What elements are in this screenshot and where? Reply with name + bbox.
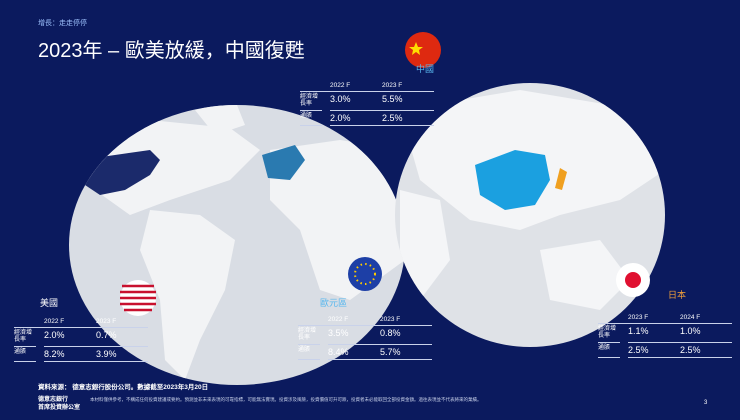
header-blank [298,314,328,326]
region-name: 中國 [416,64,435,74]
page-number: 3 [704,400,708,406]
source: 資料來源： 德意志銀行股份公司。數據截至2023年3月20日 [38,384,209,391]
row-label: 通脹 [300,111,322,126]
section-label: 增長：走走停停 [38,20,87,27]
header-blank [300,80,330,92]
cell-value: 0.7% [96,328,148,347]
cell-value: 3.5% [328,326,380,345]
column-header: 2023 F [628,312,680,324]
region-name: 日本 [668,290,687,300]
row-label: 經濟增長率 [598,324,620,343]
forecast-table: 2022 F 2023 F 經濟增長率 3.5% 0.8% 通脹 8.4% 5.7% [298,314,432,360]
header-blank [598,312,628,324]
cell-value: 5.5% [382,92,434,111]
forecast-table: 2022 F 2023 F 經濟增長率 3.0% 5.5% 通脹 2.0% 2.5% [300,80,434,126]
cell-value: 3.9% [96,347,148,362]
column-header: 2023 F [382,80,434,92]
forecast-table: 2023 F 2024 F 經濟增長率 1.1% 1.0% 通脹 2.5% 2.5% [598,312,732,358]
brand-line: 德意志銀行 [38,397,69,403]
cell-value: 2.5% [628,343,680,358]
cell-value: 3.0% [330,92,382,111]
cell-value: 2.0% [330,111,382,126]
brand-line: 首席投資辦公室 [38,405,81,411]
row-label: 經濟增長率 [14,328,36,347]
row-label: 經濟增長率 [298,326,320,345]
flag-eu [348,257,382,291]
column-header: 2023 F [96,316,148,328]
cell-value: 2.0% [44,328,96,347]
disclaimer: 本材料僅供參考，不構成任何投資建議或要約。預測並非未來表現的可靠指標，可能無法實… [90,397,482,402]
slide-title: 2023年 – 歐美放緩，中國復甦 [38,40,305,62]
row-label: 通脹 [298,345,320,360]
header-blank [14,316,44,328]
row-label: 通脹 [598,343,620,358]
cell-value: 2.5% [382,111,434,126]
column-header: 2022 F [328,314,380,326]
flag-china [405,32,441,68]
cell-value: 5.7% [380,345,432,360]
cell-value: 1.1% [628,324,680,343]
row-label: 通脹 [14,347,36,362]
flag-japan [616,263,650,297]
forecast-table: 2022 F 2023 F 經濟增長率 2.0% 0.7% 通脹 8.2% 3.9% [14,316,148,362]
column-header: 2022 F [44,316,96,328]
cell-value: 8.4% [328,345,380,360]
region-name: 歐元區 [320,298,348,308]
cell-value: 1.0% [680,324,732,343]
column-header: 2022 F [330,80,382,92]
column-header: 2023 F [380,314,432,326]
flag-us [120,280,156,316]
cell-value: 0.8% [380,326,432,345]
cell-value: 8.2% [44,347,96,362]
cell-value: 2.5% [680,343,732,358]
region-name: 美國 [40,298,59,308]
column-header: 2024 F [680,312,732,324]
brand: 德意志銀行首席投資辦公室 [38,396,80,412]
row-label: 經濟增長率 [300,92,322,111]
